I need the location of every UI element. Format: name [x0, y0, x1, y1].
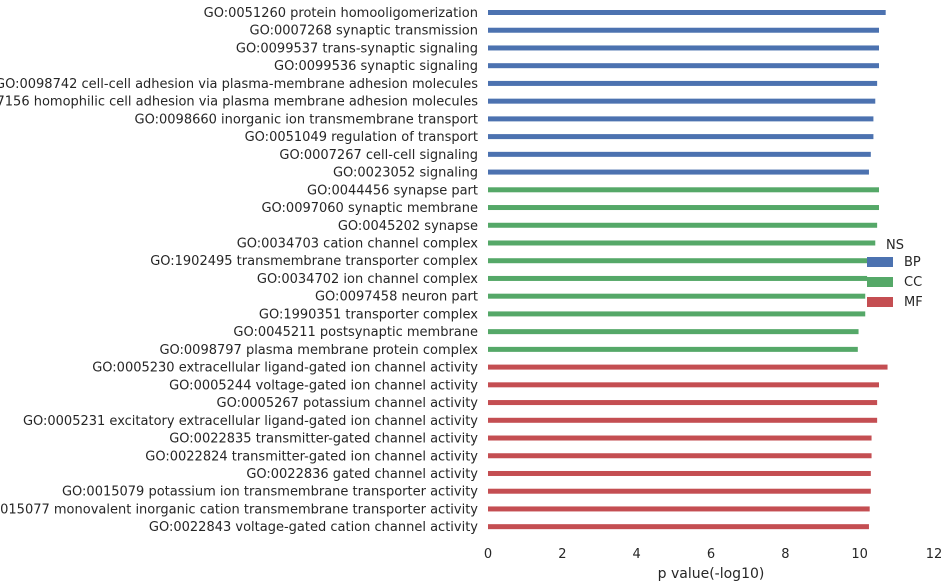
category-label: GO:0044456 synapse part: [307, 183, 478, 198]
bar-bp: [488, 134, 874, 140]
bar-mf: [488, 470, 871, 476]
bar-bp: [488, 169, 869, 175]
category-labels: GO:0051260 protein homooligomerization GO…: [0, 6, 478, 535]
bar-bp: [488, 151, 871, 157]
legend-swatch-cc: [867, 277, 893, 287]
legend-label-bp: BP: [904, 255, 921, 270]
category-label: GO:0007268 synaptic transmission: [250, 24, 478, 39]
category-label: GO:0098742 cell-cell adhesion via plasma…: [0, 77, 478, 92]
category-label: GO:1990351 transporter complex: [259, 307, 478, 322]
bar-bp: [488, 27, 879, 33]
bar-cc: [488, 258, 868, 264]
category-label: GO:0022836 gated channel activity: [246, 467, 478, 482]
category-label: GO:0015077 monovalent inorganic cation t…: [0, 502, 478, 517]
x-tick-label: 8: [781, 547, 789, 562]
category-label: GO:0034703 cation channel complex: [237, 236, 479, 251]
x-axis-title: p value(-log10): [658, 566, 765, 582]
category-label: GO:0007156 homophilic cell adhesion via …: [0, 95, 478, 110]
bar-bp: [488, 80, 878, 86]
bar-bp: [488, 45, 879, 51]
bar-cc: [488, 205, 879, 211]
category-label: GO:0097458 neuron part: [315, 290, 478, 305]
category-label: GO:0045202 synapse: [338, 219, 478, 234]
legend-swatch-mf: [867, 297, 893, 307]
bar-cc: [488, 329, 859, 335]
bar-cc: [488, 240, 876, 246]
bar-mf: [488, 382, 879, 388]
x-axis-ticks: 0 2 4 6 8 10 12: [484, 547, 942, 562]
category-label: GO:0034702 ion channel complex: [257, 272, 478, 287]
category-label: GO:0051049 regulation of transport: [245, 130, 478, 145]
bar-cc: [488, 187, 879, 193]
category-label: GO:0007267 cell-cell signaling: [279, 148, 478, 163]
x-tick-label: 2: [558, 547, 566, 562]
legend-swatch-bp: [867, 257, 893, 267]
bar-mf: [488, 364, 888, 370]
x-tick-label: 12: [926, 547, 943, 562]
bars-group: [488, 10, 888, 530]
legend: NS BP CC MF: [867, 238, 923, 310]
x-tick-label: 10: [851, 547, 868, 562]
category-label: GO:0005231 excitatory extracellular liga…: [23, 414, 478, 429]
legend-label-cc: CC: [904, 275, 922, 290]
bar-mf: [488, 400, 878, 406]
legend-label-mf: MF: [904, 295, 923, 310]
category-label: GO:0022835 transmitter-gated channel act…: [169, 432, 478, 447]
category-label: GO:0005267 potassium channel activity: [217, 396, 479, 411]
category-label: GO:0005244 voltage-gated ion channel act…: [169, 378, 478, 393]
category-label: GO:0023052 signaling: [333, 166, 478, 181]
category-label: GO:0022824 transmitter-gated ion channel…: [145, 449, 478, 464]
category-label: GO:0051260 protein homooligomerization: [204, 6, 478, 21]
bar-cc: [488, 222, 878, 228]
x-tick-label: 4: [633, 547, 641, 562]
bar-bp: [488, 10, 886, 15]
category-label: GO:0015079 potassium ion transmembrane t…: [62, 485, 478, 500]
category-label: GO:0005230 extracellular ligand-gated io…: [92, 361, 478, 376]
category-label: GO:0099537 trans-synaptic signaling: [236, 41, 478, 56]
bar-cc: [488, 293, 866, 299]
bar-mf: [488, 488, 871, 494]
x-tick-label: 0: [484, 547, 492, 562]
bar-mf: [488, 453, 872, 459]
bar-bp: [488, 116, 874, 122]
category-label: GO:0097060 synaptic membrane: [261, 201, 478, 216]
legend-title: NS: [886, 238, 904, 253]
bar-mf: [488, 506, 870, 512]
category-label: GO:0098660 inorganic ion transmembrane t…: [135, 112, 478, 127]
bar-bp: [488, 98, 876, 104]
bar-mf: [488, 435, 872, 441]
x-tick-label: 6: [707, 547, 715, 562]
bar-bp: [488, 63, 879, 69]
bar-cc: [488, 275, 868, 281]
bar-cc: [488, 346, 858, 352]
category-label: GO:1902495 transmembrane transporter com…: [150, 254, 478, 269]
bar-mf: [488, 524, 869, 530]
category-label: GO:0045211 postsynaptic membrane: [233, 325, 478, 340]
category-label: GO:0098797 plasma membrane protein compl…: [159, 343, 478, 358]
bar-mf: [488, 417, 878, 423]
bar-cc: [488, 311, 866, 317]
category-label: GO:0099536 synaptic signaling: [274, 59, 478, 74]
category-label: GO:0022843 voltage-gated cation channel …: [149, 520, 478, 535]
